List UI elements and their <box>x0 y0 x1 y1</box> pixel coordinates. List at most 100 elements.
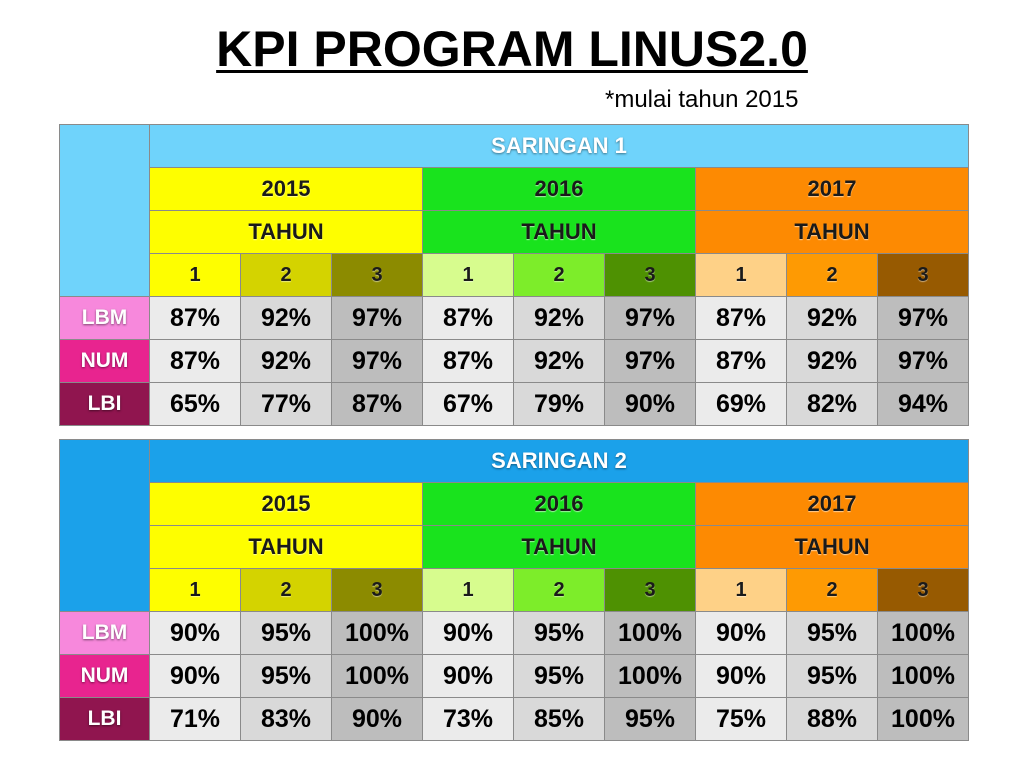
row-label-text: LBM <box>81 306 128 329</box>
value-cell: 97% <box>331 339 423 383</box>
year-label: 2017 <box>807 176 857 201</box>
value-cell: 95% <box>786 654 878 698</box>
year-label: 2017 <box>807 491 857 516</box>
page-title-text: KPI PROGRAM LINUS2.0 <box>216 21 808 77</box>
value-text: 95% <box>806 618 858 647</box>
value-cell: 69% <box>695 382 787 426</box>
tahun-row: TAHUN TAHUN TAHUN <box>60 525 969 569</box>
tahun-header: TAHUN <box>422 525 696 569</box>
value-cell: 87% <box>695 339 787 383</box>
year-label: 2015 <box>261 491 311 516</box>
tahun-column-label: 2 <box>553 578 565 601</box>
tahun-column-header: 2 <box>786 568 878 612</box>
value-cell: 87% <box>422 339 514 383</box>
value-text: 100% <box>891 704 955 733</box>
value-text: 87% <box>351 389 403 418</box>
value-cell: 100% <box>331 654 423 698</box>
tahun-column-header: 3 <box>331 568 423 612</box>
value-text: 87% <box>169 346 221 375</box>
value-cell: 65% <box>149 382 241 426</box>
tahun-label: TAHUN <box>794 534 870 559</box>
tahun-header: TAHUN <box>149 210 423 254</box>
value-cell: 92% <box>786 296 878 340</box>
tahun-column-label: 3 <box>644 578 656 601</box>
value-text: 87% <box>715 303 767 332</box>
value-cell: 95% <box>513 654 605 698</box>
row-label-text: LBI <box>87 392 122 415</box>
value-cell: 85% <box>513 697 605 741</box>
year-label: 2016 <box>534 176 584 201</box>
tahun-label: TAHUN <box>248 219 324 244</box>
tahun-column-header: 3 <box>331 253 423 297</box>
value-text: 97% <box>351 303 403 332</box>
tahun-column-label: 2 <box>553 263 565 286</box>
row-label-lbm: LBM <box>59 296 150 340</box>
tahun-column-label: 1 <box>462 263 474 286</box>
tahun-column-header: 1 <box>149 253 241 297</box>
table-row-lbi: LBI 65% 77% 87% 67% 79% 90% 69% 82% 94% <box>59 382 969 426</box>
tahun-column-header: 2 <box>513 253 605 297</box>
value-text: 90% <box>169 661 221 690</box>
heading-row: SARINGAN 1 <box>59 124 969 297</box>
tahun-column-header: 2 <box>513 568 605 612</box>
value-text: 100% <box>891 618 955 647</box>
tahun-column-label: 1 <box>189 578 201 601</box>
value-text: 75% <box>715 704 767 733</box>
tahun-column-label: 3 <box>644 263 656 286</box>
value-cell: 67% <box>422 382 514 426</box>
year-label: 2016 <box>534 491 584 516</box>
tahun-label: TAHUN <box>521 534 597 559</box>
value-cell: 90% <box>149 611 241 655</box>
value-text: 87% <box>169 303 221 332</box>
row-label-text: NUM <box>80 664 129 687</box>
value-text: 90% <box>442 618 494 647</box>
row-label-text: LBM <box>81 621 128 644</box>
year-label: 2015 <box>261 176 311 201</box>
year-header-1: 2016 <box>422 482 696 526</box>
value-text: 97% <box>624 303 676 332</box>
value-cell: 95% <box>786 611 878 655</box>
row-label-num: NUM <box>59 654 150 698</box>
value-cell: 90% <box>604 382 696 426</box>
value-text: 87% <box>715 346 767 375</box>
value-text: 85% <box>533 704 585 733</box>
heading-row: SARINGAN 2 <box>59 439 969 612</box>
tahun-column-label: 2 <box>826 263 838 286</box>
sub-column-row: 1 2 3 1 2 3 1 2 3 <box>60 253 969 297</box>
tahun-column-header: 1 <box>695 253 787 297</box>
value-text: 67% <box>442 389 494 418</box>
value-text: 69% <box>715 389 767 418</box>
value-cell: 90% <box>422 654 514 698</box>
value-text: 92% <box>260 346 312 375</box>
year-header-1: 2016 <box>422 167 696 211</box>
value-text: 100% <box>345 618 409 647</box>
tahun-label: TAHUN <box>794 219 870 244</box>
tahun-column-label: 3 <box>371 263 383 286</box>
value-cell: 95% <box>240 611 332 655</box>
tahun-column-label: 3 <box>371 578 383 601</box>
saringan-heading: SARINGAN 1 <box>149 124 969 168</box>
value-cell: 92% <box>240 339 332 383</box>
tahun-column-label: 3 <box>917 578 929 601</box>
year-row: 2015 2016 2017 <box>60 482 969 526</box>
table-row-num: NUM 90% 95% 100% 90% 95% 100% 90% 95% 100% <box>59 654 969 698</box>
value-cell: 97% <box>877 296 969 340</box>
row-label-lbi: LBI <box>59 697 150 741</box>
tahun-header: TAHUN <box>422 210 696 254</box>
value-text: 92% <box>533 346 585 375</box>
value-cell: 100% <box>604 611 696 655</box>
value-text: 87% <box>442 346 494 375</box>
value-cell: 87% <box>149 296 241 340</box>
value-text: 92% <box>260 303 312 332</box>
value-cell: 75% <box>695 697 787 741</box>
value-cell: 95% <box>513 611 605 655</box>
value-text: 90% <box>442 661 494 690</box>
tahun-label: TAHUN <box>248 534 324 559</box>
value-text: 77% <box>260 389 312 418</box>
tahun-column-label: 2 <box>280 578 292 601</box>
sub-column-row: 1 2 3 1 2 3 1 2 3 <box>60 568 969 612</box>
year-header-2: 2017 <box>695 482 969 526</box>
value-text: 92% <box>806 346 858 375</box>
value-text: 82% <box>806 389 858 418</box>
value-text: 90% <box>624 389 676 418</box>
